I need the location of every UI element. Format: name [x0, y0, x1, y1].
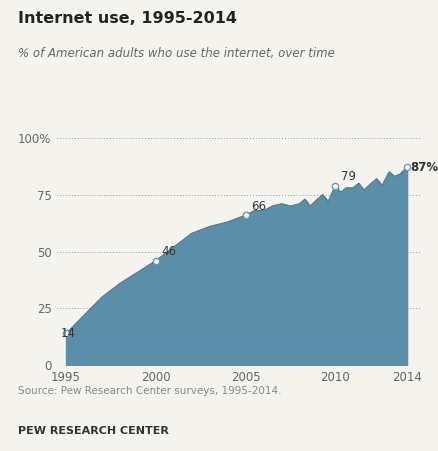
Text: PEW RESEARCH CENTER: PEW RESEARCH CENTER [18, 426, 168, 436]
Text: 79: 79 [340, 170, 355, 183]
Text: Source: Pew Research Center surveys, 1995-2014.: Source: Pew Research Center surveys, 199… [18, 386, 280, 396]
Text: 14: 14 [60, 327, 75, 340]
Text: % of American adults who use the internet, over time: % of American adults who use the interne… [18, 47, 334, 60]
Text: 46: 46 [161, 245, 176, 258]
Text: 66: 66 [251, 200, 265, 213]
Text: 87%: 87% [409, 161, 437, 174]
Text: Internet use, 1995-2014: Internet use, 1995-2014 [18, 11, 236, 26]
